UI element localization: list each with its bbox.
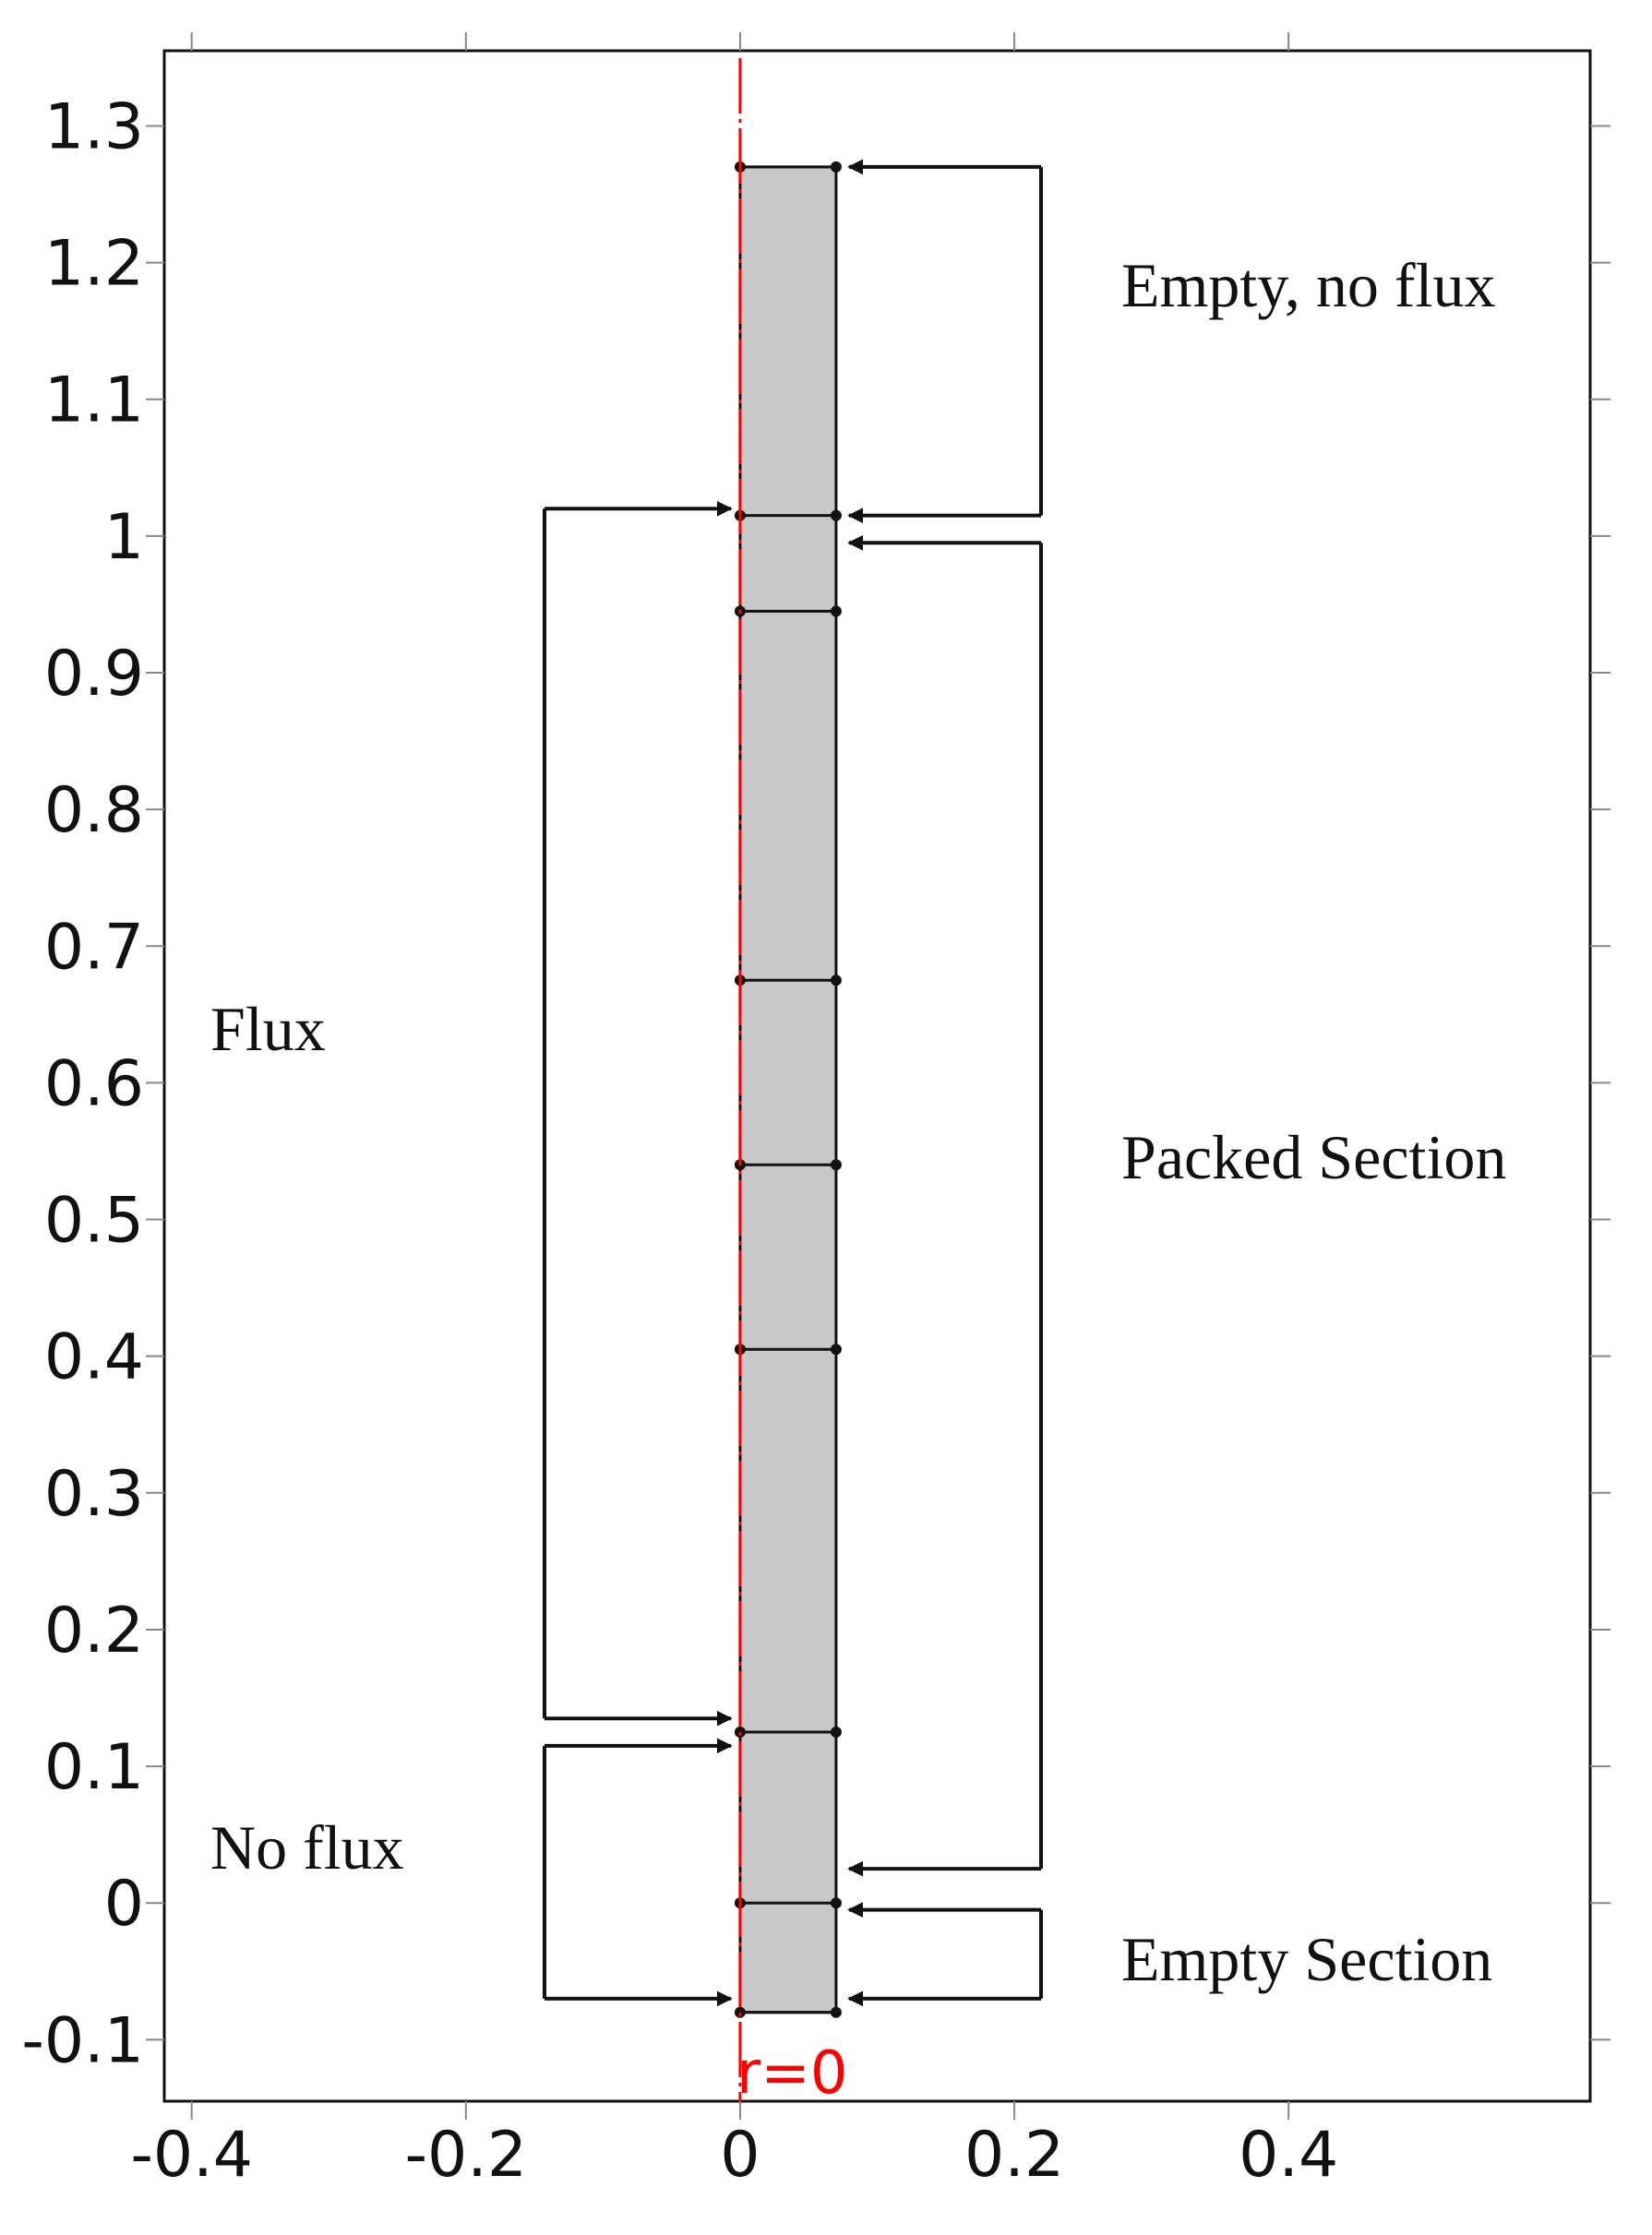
column-body	[738, 165, 838, 2014]
y-tick-label: -0.1	[21, 2004, 144, 2077]
boundary-node	[830, 1727, 842, 1739]
y-tick-label: 1.3	[44, 90, 144, 163]
boundary-node	[830, 1897, 842, 1909]
x-tick-label: 0.4	[1239, 2119, 1338, 2192]
x-tick-label: -0.2	[404, 2119, 527, 2192]
y-tick-label: 0.7	[44, 911, 144, 984]
x-tick-label: -0.4	[130, 2119, 253, 2192]
empty-no-flux-label: Empty, no flux	[1121, 250, 1495, 320]
boundary-node	[734, 2006, 746, 2018]
flux-label: Flux	[210, 994, 326, 1064]
boundary-node	[830, 1159, 842, 1171]
y-tick-label: 0.2	[44, 1595, 144, 1667]
boundary-node	[830, 2006, 842, 2018]
symmetry-axis-label: r=0	[736, 2039, 848, 2108]
y-tick-label: 0.3	[44, 1458, 144, 1531]
y-tick-label: 1.1	[44, 365, 144, 437]
y-axis-ticks: -0.1 0 0.1 0.2 0.3 0.4 0.5 0.6 0.7 0.8 0.9 1 1.1 1.2 1…	[21, 90, 1610, 2077]
boundary-node	[830, 161, 842, 173]
boundary-node	[830, 974, 842, 986]
packed-section-label: Packed Section	[1121, 1122, 1506, 1192]
y-tick-label: 0.4	[44, 1321, 144, 1394]
y-tick-label: 0	[104, 1868, 144, 1941]
empty-section-label: Empty Section	[1121, 1924, 1492, 1994]
y-tick-label: 0.8	[44, 774, 144, 847]
boundary-node	[830, 509, 842, 521]
boundary-brackets	[543, 159, 1043, 2007]
y-tick-label: 0.1	[44, 1731, 144, 1804]
packed-column	[734, 161, 842, 2018]
no-flux-label: No flux	[210, 1812, 404, 1882]
x-tick-label: 0.2	[964, 2119, 1064, 2192]
y-tick-label: 0.5	[44, 1185, 144, 1258]
y-tick-label: 1.2	[44, 228, 144, 301]
y-tick-label: 1	[104, 501, 144, 574]
plot-frame	[162, 49, 1592, 2103]
y-tick-label: 0.9	[44, 638, 144, 711]
boundary-node	[830, 1344, 842, 1356]
boundary-node	[830, 605, 842, 617]
y-tick-label: 0.6	[44, 1047, 144, 1120]
x-axis-ticks: -0.4 -0.2 0 0.2 0.4	[130, 32, 1338, 2192]
x-tick-label: 0	[720, 2119, 760, 2192]
